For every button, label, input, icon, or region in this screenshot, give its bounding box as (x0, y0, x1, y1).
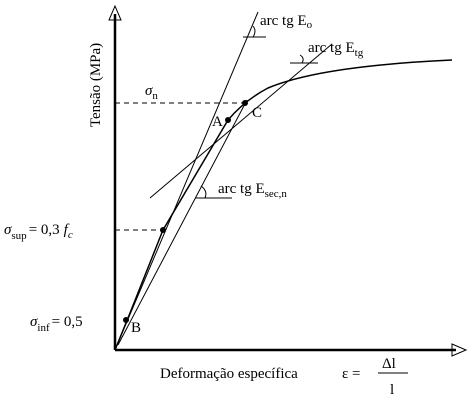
text-part: o (307, 19, 313, 31)
angle-arc (252, 25, 256, 38)
text-part: = 0,5 (52, 314, 83, 330)
strain-symbol: ε = (342, 366, 361, 382)
strain-numerator: Δl (382, 356, 396, 372)
point (225, 117, 231, 123)
point-label: B (131, 320, 141, 336)
angle-arc (299, 54, 304, 64)
strain-denominator: l (390, 382, 394, 398)
text-part: sup (11, 230, 27, 242)
angle-label: arc tg Etg (308, 40, 364, 59)
y-label: Tensão (MPa) (88, 43, 104, 127)
text-part: arc tg E (260, 13, 307, 29)
stress-strain-curve (114, 59, 453, 351)
text-part: tg (355, 47, 364, 59)
x-arrow (451, 343, 468, 357)
point-label: A (212, 114, 223, 130)
text-part: σ (145, 83, 153, 99)
angle-label: arc tg Esec,n (218, 181, 287, 200)
tangent-line (149, 43, 333, 199)
sigma-sup: σsup = 0,3 fc (4, 222, 73, 242)
point (242, 100, 248, 106)
point (123, 317, 129, 323)
text-part: arc tg E (308, 40, 355, 56)
text-part: f (64, 222, 70, 238)
text-part: arc tg E (218, 181, 265, 197)
text-part: sec,n (265, 188, 288, 200)
text-part: n (152, 90, 158, 102)
angle-arc (200, 185, 207, 199)
sigma-n: σn (145, 83, 158, 102)
point-label: C (252, 105, 262, 121)
tangent-origin (114, 11, 259, 351)
x-label: Deformação específica (160, 366, 298, 382)
text-part: inf (37, 322, 50, 334)
text-part: c (68, 229, 73, 241)
secant-line (117, 99, 248, 346)
text-part: σ (30, 314, 38, 330)
y-arrow (108, 4, 122, 21)
angle-label: arc tg Eo (260, 13, 313, 31)
text-part: σ (4, 222, 12, 238)
point (160, 227, 166, 233)
sigma-inf: σinf = 0,5 (30, 314, 83, 334)
text-part: = 0,3 (29, 222, 60, 238)
